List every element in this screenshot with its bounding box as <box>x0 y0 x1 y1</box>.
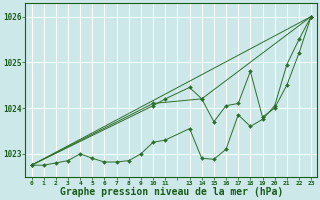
X-axis label: Graphe pression niveau de la mer (hPa): Graphe pression niveau de la mer (hPa) <box>60 187 283 197</box>
